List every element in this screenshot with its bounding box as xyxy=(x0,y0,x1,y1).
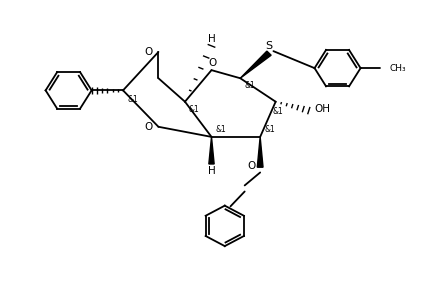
Text: S: S xyxy=(266,41,272,51)
Text: O: O xyxy=(145,47,153,57)
Text: &1: &1 xyxy=(216,125,227,134)
Text: O: O xyxy=(145,122,153,132)
Text: &1: &1 xyxy=(272,107,283,116)
Text: &1: &1 xyxy=(244,81,255,90)
Text: O: O xyxy=(247,161,255,171)
Polygon shape xyxy=(209,137,214,164)
Text: H: H xyxy=(208,166,215,176)
Text: O: O xyxy=(208,58,217,68)
Polygon shape xyxy=(240,51,271,78)
Text: CH₃: CH₃ xyxy=(389,64,406,73)
Text: &1: &1 xyxy=(188,105,199,114)
Text: OH: OH xyxy=(314,104,330,114)
Text: H: H xyxy=(208,34,215,44)
Text: &1: &1 xyxy=(127,95,138,104)
Polygon shape xyxy=(257,137,263,167)
Text: &1: &1 xyxy=(264,125,275,134)
